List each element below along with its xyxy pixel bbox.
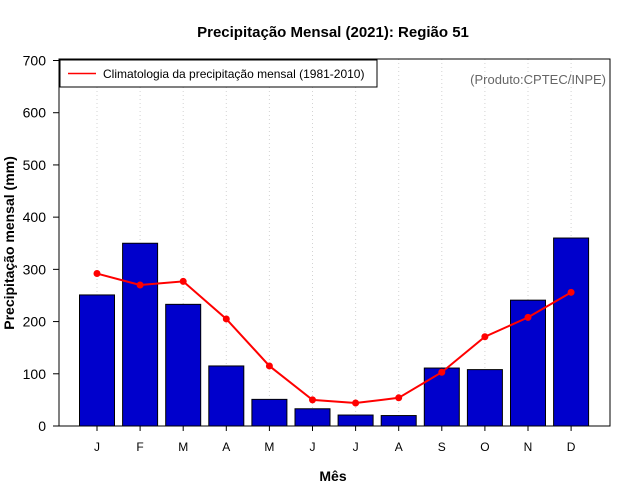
x-tick-label: J: [310, 440, 316, 454]
chart-title: Precipitação Mensal (2021): Região 51: [197, 24, 469, 41]
y-tick-label: 0: [38, 418, 46, 434]
bar: [423, 367, 460, 427]
x-tick-label: J: [353, 440, 359, 454]
x-tick-label: J: [94, 440, 100, 454]
climatology-point: [438, 368, 446, 376]
climatology-point: [524, 313, 532, 321]
climatology-line-series: [93, 270, 575, 407]
y-tick-label: 100: [23, 366, 47, 382]
climatology-point: [222, 315, 230, 323]
x-tick-label: S: [438, 440, 446, 454]
x-tick-label: O: [480, 440, 489, 454]
credit-text: (Produto:CPTEC/INPE): [470, 72, 606, 87]
climatology-point: [265, 362, 273, 370]
plot-frame: [58, 58, 611, 427]
bar: [165, 303, 202, 427]
climatology-point: [179, 277, 187, 285]
bar: [510, 299, 546, 427]
bar: [380, 415, 417, 427]
x-tick-label: F: [136, 440, 143, 454]
legend: Climatologia da precipitação mensal (198…: [59, 59, 378, 88]
climatology-point: [136, 281, 144, 289]
x-tick-label: N: [524, 440, 533, 454]
legend-box: [59, 59, 378, 88]
climatology-point: [481, 333, 489, 341]
x-tick-label: A: [395, 440, 403, 454]
y-tick-label: 700: [23, 53, 47, 69]
x-tick-label: M: [264, 440, 274, 454]
y-tick-label: 500: [23, 157, 47, 173]
bar-series: [79, 237, 590, 427]
climatology-point: [309, 396, 316, 404]
bar: [294, 408, 331, 427]
bar: [122, 242, 159, 427]
climatology-point: [352, 399, 360, 407]
bar: [208, 365, 245, 427]
climatology-point: [93, 270, 101, 278]
bar: [79, 294, 115, 427]
x-tick-label: D: [567, 440, 576, 454]
y-axis: 0 100 200 300 400 500 600 700: [23, 53, 59, 434]
y-axis-label: Precipitação mensal (mm): [1, 156, 17, 330]
climatology-line: [96, 272, 572, 405]
climatology-point: [567, 288, 575, 296]
y-tick-label: 200: [23, 314, 47, 330]
x-axis-label: Mês: [319, 468, 346, 484]
legend-label: Climatologia da precipitação mensal (198…: [103, 67, 364, 81]
y-tick-label: 400: [23, 209, 47, 225]
y-tick-label: 600: [23, 105, 47, 121]
bar: [553, 237, 590, 427]
bar: [337, 414, 374, 427]
x-tick-label: M: [178, 440, 188, 454]
y-tick-label: 300: [23, 261, 47, 277]
climatology-point: [395, 394, 403, 402]
bar: [251, 398, 288, 427]
bar: [466, 369, 503, 427]
x-tick-label: A: [222, 440, 230, 454]
